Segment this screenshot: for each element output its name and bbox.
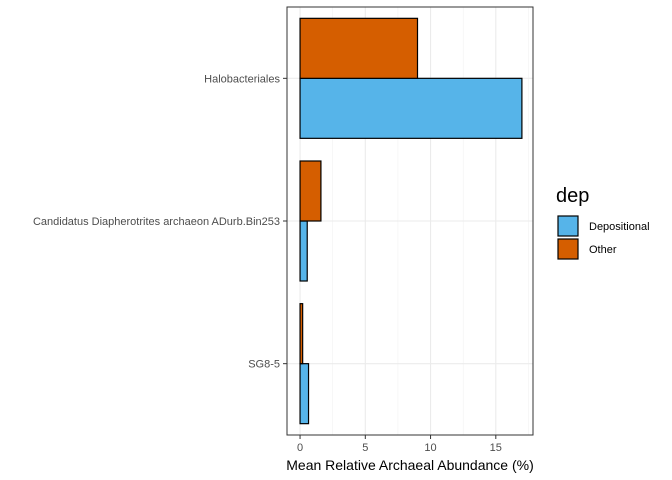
- legend-title: dep: [556, 185, 589, 207]
- bar-other: [299, 160, 322, 222]
- bar-other: [299, 303, 304, 365]
- x-axis-title: Mean Relative Archaeal Abundance (%): [286, 457, 533, 473]
- y-tick-label: Halobacteriales: [204, 73, 280, 85]
- x-tick-label: 15: [490, 442, 502, 454]
- x-tick-label: 0: [297, 442, 303, 454]
- legend-label: Other: [589, 244, 617, 256]
- bar-depositional: [299, 77, 523, 139]
- y-tick-label: SG8-5: [248, 359, 280, 371]
- bars: [299, 17, 523, 425]
- bar-depositional: [299, 220, 308, 282]
- bar-other: [299, 17, 419, 79]
- legend-key-other: [557, 238, 579, 260]
- x-tick-label: 5: [362, 442, 368, 454]
- legend: dep Depositional Other: [556, 185, 650, 260]
- y-tick-label: Candidatus Diapherotrites archaeon ADurb…: [33, 216, 280, 228]
- x-axis: 0 5 10 15: [297, 435, 502, 454]
- legend-label: Depositional: [589, 221, 650, 233]
- y-axis: Halobacteriales Candidatus Diapherotrites…: [33, 73, 287, 371]
- bar-depositional: [299, 363, 310, 425]
- legend-key-depositional: [557, 215, 579, 237]
- x-tick-label: 10: [424, 442, 436, 454]
